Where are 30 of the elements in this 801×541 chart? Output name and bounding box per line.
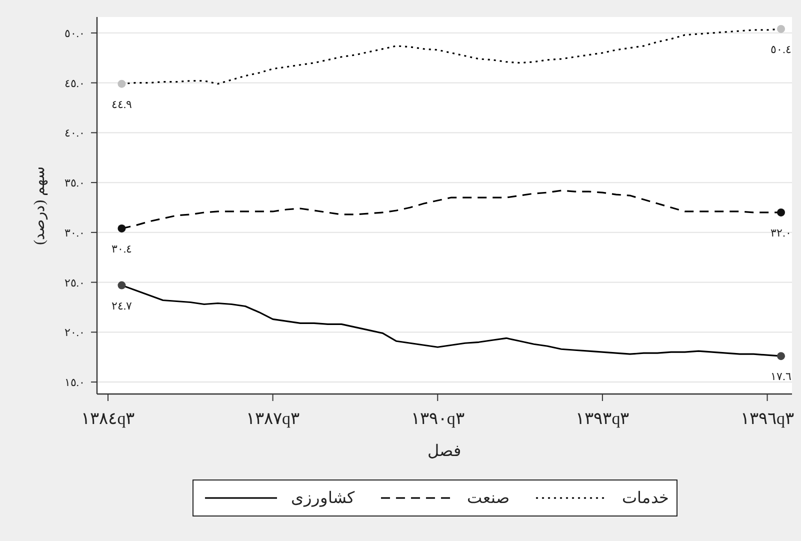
- point: [118, 281, 126, 290]
- legend-label: خدمات: [622, 490, 669, 507]
- x-tick-label: ١٣٩٦q٣: [740, 409, 794, 428]
- x-tick-label: ١٣٩٠q٣: [410, 409, 464, 428]
- y-tick-label: ٣٠.٠: [64, 227, 85, 240]
- point: [777, 352, 786, 360]
- y-tick-label: ٥٠.٠: [64, 28, 85, 40]
- data-label: ٤٤.٩: [111, 98, 132, 111]
- point: [118, 224, 126, 232]
- y-tick-label: ٢٠.٠: [64, 327, 85, 340]
- data-label: ١٧.٦: [770, 371, 792, 384]
- x-axis-title: فصل: [428, 443, 462, 460]
- y-tick-label: ٤٥.٠: [64, 78, 85, 90]
- x-tick-label: ١٣٨٧q٣: [246, 409, 300, 428]
- data-label: ٣٠.٤: [111, 243, 132, 256]
- y-tick-label: ١٥.٠: [64, 377, 85, 390]
- y-axis-title: سهم (درصد): [32, 166, 48, 245]
- point: [777, 24, 786, 33]
- x-tick-label: ١٣٩٣q٣: [576, 409, 630, 428]
- y-tick-label: ٣٥.٠: [64, 178, 85, 190]
- data-label: ٥٠.٤: [770, 44, 792, 56]
- x-tick-label: ١٣٨٤q٣: [81, 409, 135, 428]
- point: [777, 208, 786, 216]
- y-tick-label: ٤٠.٠: [64, 128, 85, 140]
- y-tick-label: ٢٥.٠: [64, 277, 85, 290]
- legend-label: کشاورزی: [291, 490, 355, 507]
- point: [118, 80, 126, 88]
- data-label: ٣٢.٠: [770, 227, 792, 240]
- data-label: ٢٤.٧: [111, 300, 132, 312]
- legend-label: صنعت: [467, 490, 510, 507]
